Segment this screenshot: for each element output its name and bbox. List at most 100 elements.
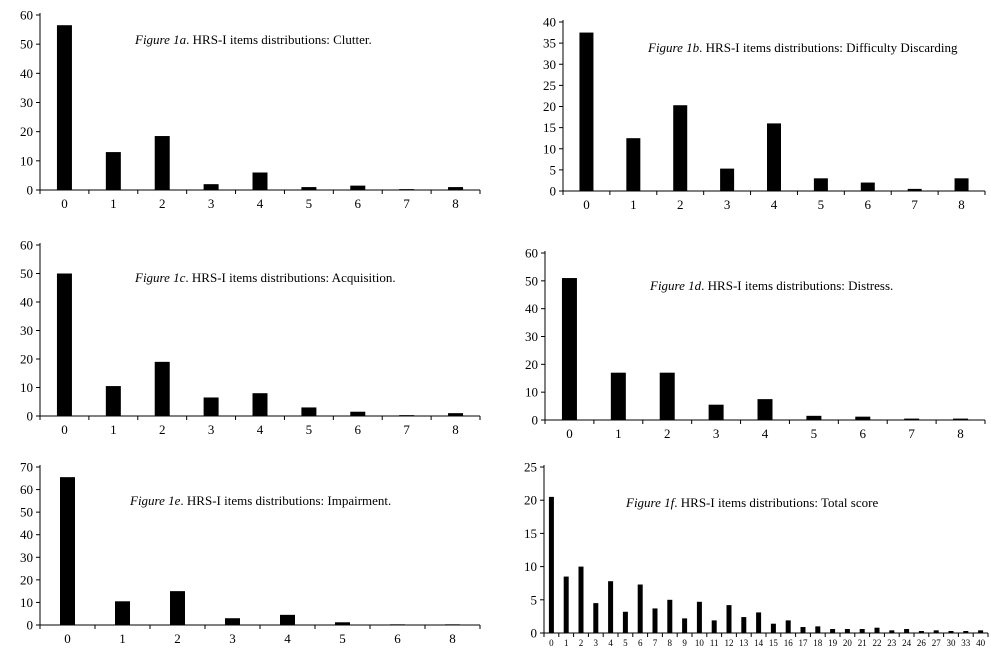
chart-title: Figure 1a. HRS-I items distributions: Cl…: [134, 32, 372, 47]
bar-4: [757, 399, 773, 420]
y-tick-label: 5: [531, 592, 538, 607]
y-tick-label: 40: [20, 295, 33, 310]
x-tick-label: 5: [811, 426, 818, 441]
bar-4: [252, 393, 268, 416]
x-tick-label: 8: [958, 197, 965, 212]
x-tick-label: 33: [961, 638, 971, 648]
bar-4: [280, 614, 295, 625]
bar-8: [667, 599, 673, 633]
bar-21: [859, 629, 865, 633]
bar-2: [659, 372, 675, 420]
bar-6: [390, 624, 405, 625]
chart-2: 0 5 10 15 20 25 30 35 40 0 1 2 3 4 5 6 7 8 Figure 1b. HRS-…: [543, 15, 986, 212]
y-tick-label: 5: [550, 162, 557, 177]
bar-0: [579, 32, 594, 191]
y-tick-label: 50: [20, 266, 33, 281]
x-tick-label: 4: [771, 197, 778, 212]
x-tick-label: 0: [61, 422, 68, 437]
x-tick-label: 4: [257, 422, 264, 437]
x-tick-label: 7: [911, 197, 918, 212]
x-tick-label: 5: [818, 197, 825, 212]
x-tick-label: 2: [159, 196, 166, 211]
bar-6: [855, 416, 871, 420]
chart-title: Figure 1e. HRS-I items distributions: Im…: [129, 493, 391, 508]
y-tick-label: 25: [543, 78, 556, 93]
x-tick-label: 5: [306, 196, 313, 211]
bar-1: [610, 372, 626, 420]
x-tick-label: 4: [762, 426, 769, 441]
x-tick-label: 30: [947, 638, 957, 648]
x-tick-label: 0: [549, 638, 554, 648]
bar-13: [741, 617, 747, 633]
bar-5: [622, 611, 628, 633]
chart-title-rest: . HRS-I items distributions: Total score: [674, 495, 878, 510]
y-tick-label: 20: [20, 572, 33, 587]
y-tick-label: 40: [525, 301, 538, 316]
y-tick-label: 15: [543, 120, 556, 135]
x-tick-label: 4: [608, 638, 613, 648]
bar-26: [918, 631, 924, 633]
bar-12: [726, 605, 732, 633]
bar-1: [115, 601, 130, 625]
x-tick-label: 3: [208, 196, 215, 211]
y-tick-label: 0: [550, 184, 557, 199]
bar-33: [963, 631, 969, 633]
y-tick-label: 40: [20, 527, 33, 542]
x-tick-label: 2: [174, 631, 181, 646]
chart-title-italic: Figure 1e: [129, 493, 181, 508]
chart-title: Figure 1c. HRS-I items distributions: Ac…: [134, 270, 396, 285]
y-tick-label: 20: [543, 99, 556, 114]
chart-title-rest: . HRS-I items distributions: Acquisition…: [185, 270, 395, 285]
bar-1: [105, 152, 121, 190]
y-tick-label: 20: [524, 493, 537, 508]
chart-title-rest: . HRS-I items distributions: Difficulty …: [699, 40, 958, 55]
y-tick-label: 50: [20, 505, 33, 520]
x-tick-label: 13: [739, 638, 749, 648]
y-tick-label: 30: [20, 323, 33, 338]
bar-0: [56, 273, 72, 416]
bar-6: [350, 411, 366, 416]
x-tick-label: 8: [452, 422, 459, 437]
x-tick-label: 8: [449, 631, 456, 646]
x-tick-label: 6: [638, 638, 643, 648]
bar-2: [154, 136, 170, 190]
bar-2: [170, 591, 185, 625]
x-tick-label: 3: [229, 631, 236, 646]
x-tick-label: 1: [615, 426, 622, 441]
x-tick-label: 15: [769, 638, 779, 648]
x-tick-label: 40: [976, 638, 986, 648]
x-tick-label: 21: [858, 638, 867, 648]
y-tick-label: 10: [543, 141, 556, 156]
y-tick-label: 10: [525, 385, 538, 400]
bar-1: [563, 576, 569, 633]
bar-8: [953, 418, 969, 420]
bar-2: [673, 105, 688, 191]
chart-title: Figure 1f. HRS-I items distributions: To…: [625, 495, 878, 510]
bar-5: [335, 622, 350, 625]
x-tick-label: 1: [630, 197, 637, 212]
x-tick-label: 7: [653, 638, 658, 648]
bar-3: [203, 184, 219, 190]
x-tick-label: 3: [208, 422, 215, 437]
x-tick-label: 4: [257, 196, 264, 211]
chart-title-italic: Figure 1a: [134, 32, 187, 47]
x-tick-label: 10: [695, 638, 705, 648]
chart-title-italic: Figure 1b: [647, 40, 700, 55]
y-tick-label: 0: [27, 409, 34, 424]
y-tick-label: 60: [20, 238, 33, 253]
x-tick-label: 0: [566, 426, 573, 441]
bar-3: [720, 168, 735, 191]
chart-1: 0 10 20 30 40 50 60 0 1 2 3 4 5 6 7 8 Figure 1a. HRS-I i…: [20, 8, 481, 211]
chart-title-italic: Figure 1c: [134, 270, 186, 285]
x-tick-label: 1: [110, 422, 117, 437]
y-tick-label: 25: [524, 460, 537, 475]
x-tick-label: 8: [668, 638, 673, 648]
x-tick-label: 1: [110, 196, 117, 211]
chart-title-italic: Figure 1f: [625, 495, 677, 510]
chart-title-italic: Figure 1d: [649, 278, 702, 293]
chart-3: 0 10 20 30 40 50 60 0 1 2 3 4 5 6 7 8 Figure 1c. HRS-I i…: [20, 238, 481, 437]
x-tick-label: 2: [677, 197, 684, 212]
bar-23: [889, 630, 895, 633]
x-tick-label: 2: [579, 638, 584, 648]
